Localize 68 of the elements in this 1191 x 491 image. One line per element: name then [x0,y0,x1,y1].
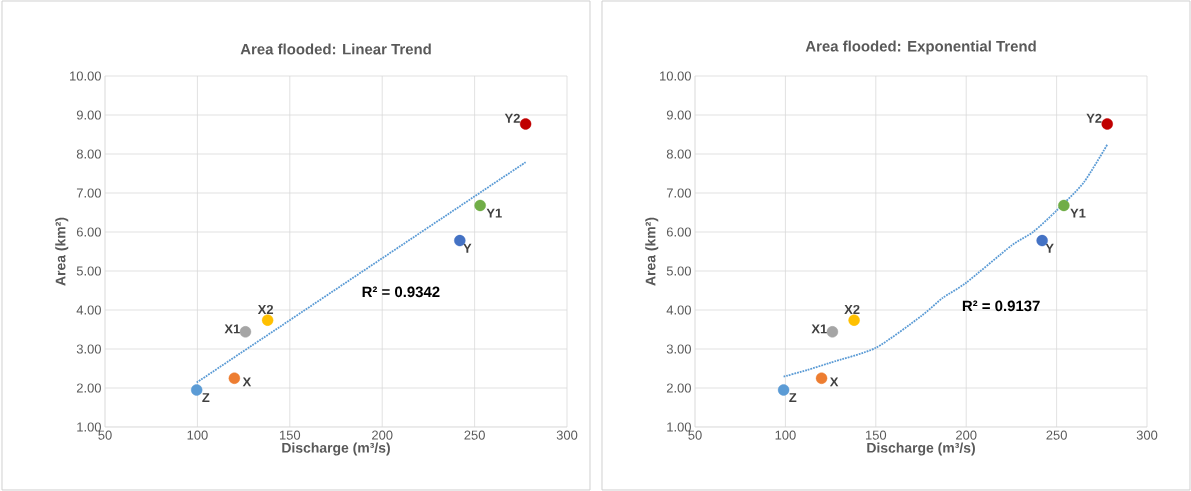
point [228,372,241,384]
series-label: X1 [811,324,827,334]
y-tick-label: 3.00 [76,344,101,354]
y-tick-label: 4.00 [76,305,101,315]
chart-title: Area flooded: Linear Trend [240,43,431,55]
y-tick-label: 8.00 [666,149,691,159]
point [1058,199,1070,212]
x-axis-title: Discharge (m³/s) [282,442,390,456]
y-tick-label: 1.00 [77,422,101,432]
y-tick-label: 3.00 [666,344,691,354]
y-tick-label: 7.00 [76,188,101,198]
y-tick-label: 1.00 [667,422,691,432]
point [519,118,532,130]
point [1036,234,1048,247]
x-axis-title: Discharge (m³/s) [867,442,975,456]
x-tick-label: 150 [865,430,887,440]
point [848,314,860,326]
point [261,314,274,326]
y-tick-label: 5.00 [666,266,691,276]
x-tick-label: 250 [1046,430,1067,440]
y-tick-label: 6.00 [666,227,691,237]
point [474,199,486,212]
series-label: Y1 [486,208,502,218]
point [190,384,203,396]
series-label: Y [1045,243,1054,253]
y-tick-label: 2.00 [76,383,101,393]
y-tick-label: 6.00 [76,227,101,237]
series-label: Y [463,243,472,253]
y-tick-label: 10.00 [660,71,691,81]
x-tick-label: 200 [372,430,393,440]
series-label: X2 [844,304,860,314]
y-tick-label: 7.00 [666,188,691,198]
point [239,326,252,338]
x-tick-label: 300 [556,430,578,440]
point [815,372,828,384]
y-tick-label: 9.00 [666,110,691,120]
y-tick-label: 5.00 [76,266,101,276]
y-tick-label: 4.00 [666,305,691,315]
series-label: Y2 [504,113,520,123]
y-tick-label: 2.00 [666,383,691,393]
line-series [782,143,1109,378]
y-tick-label: 10.00 [70,71,101,81]
series-label: Z [789,393,797,403]
series-label: X [829,377,839,387]
x-tick-label: 250 [464,430,485,440]
x-tick-label: 300 [1136,430,1158,440]
y-tick-label: 9.00 [76,110,101,120]
series-label: Y1 [1070,208,1086,218]
annotation: R² = 0.9137 [962,300,1040,312]
y-axis-title: Area (km²) [55,217,69,286]
series-label: X1 [224,324,240,334]
annotation: R² = 0.9342 [362,286,440,298]
x-tick-label: 50 [688,430,702,440]
series-label: X2 [257,304,274,314]
point [826,326,839,338]
x-tick-label: 200 [956,430,977,440]
series-label: X [242,377,252,387]
x-tick-label: 100 [187,430,208,440]
chart-title: Area flooded: Exponential Trend [805,40,1036,55]
series-label: Z [202,393,210,403]
point [777,384,790,396]
x-tick-label: 100 [775,430,796,440]
x-tick-label: 150 [279,430,301,440]
y-tick-label: 8.00 [76,149,101,159]
y-axis-title: Area (km²) [645,217,659,286]
series-label: Y2 [1086,113,1102,123]
x-tick-label: 50 [98,430,112,440]
point [1101,118,1113,130]
